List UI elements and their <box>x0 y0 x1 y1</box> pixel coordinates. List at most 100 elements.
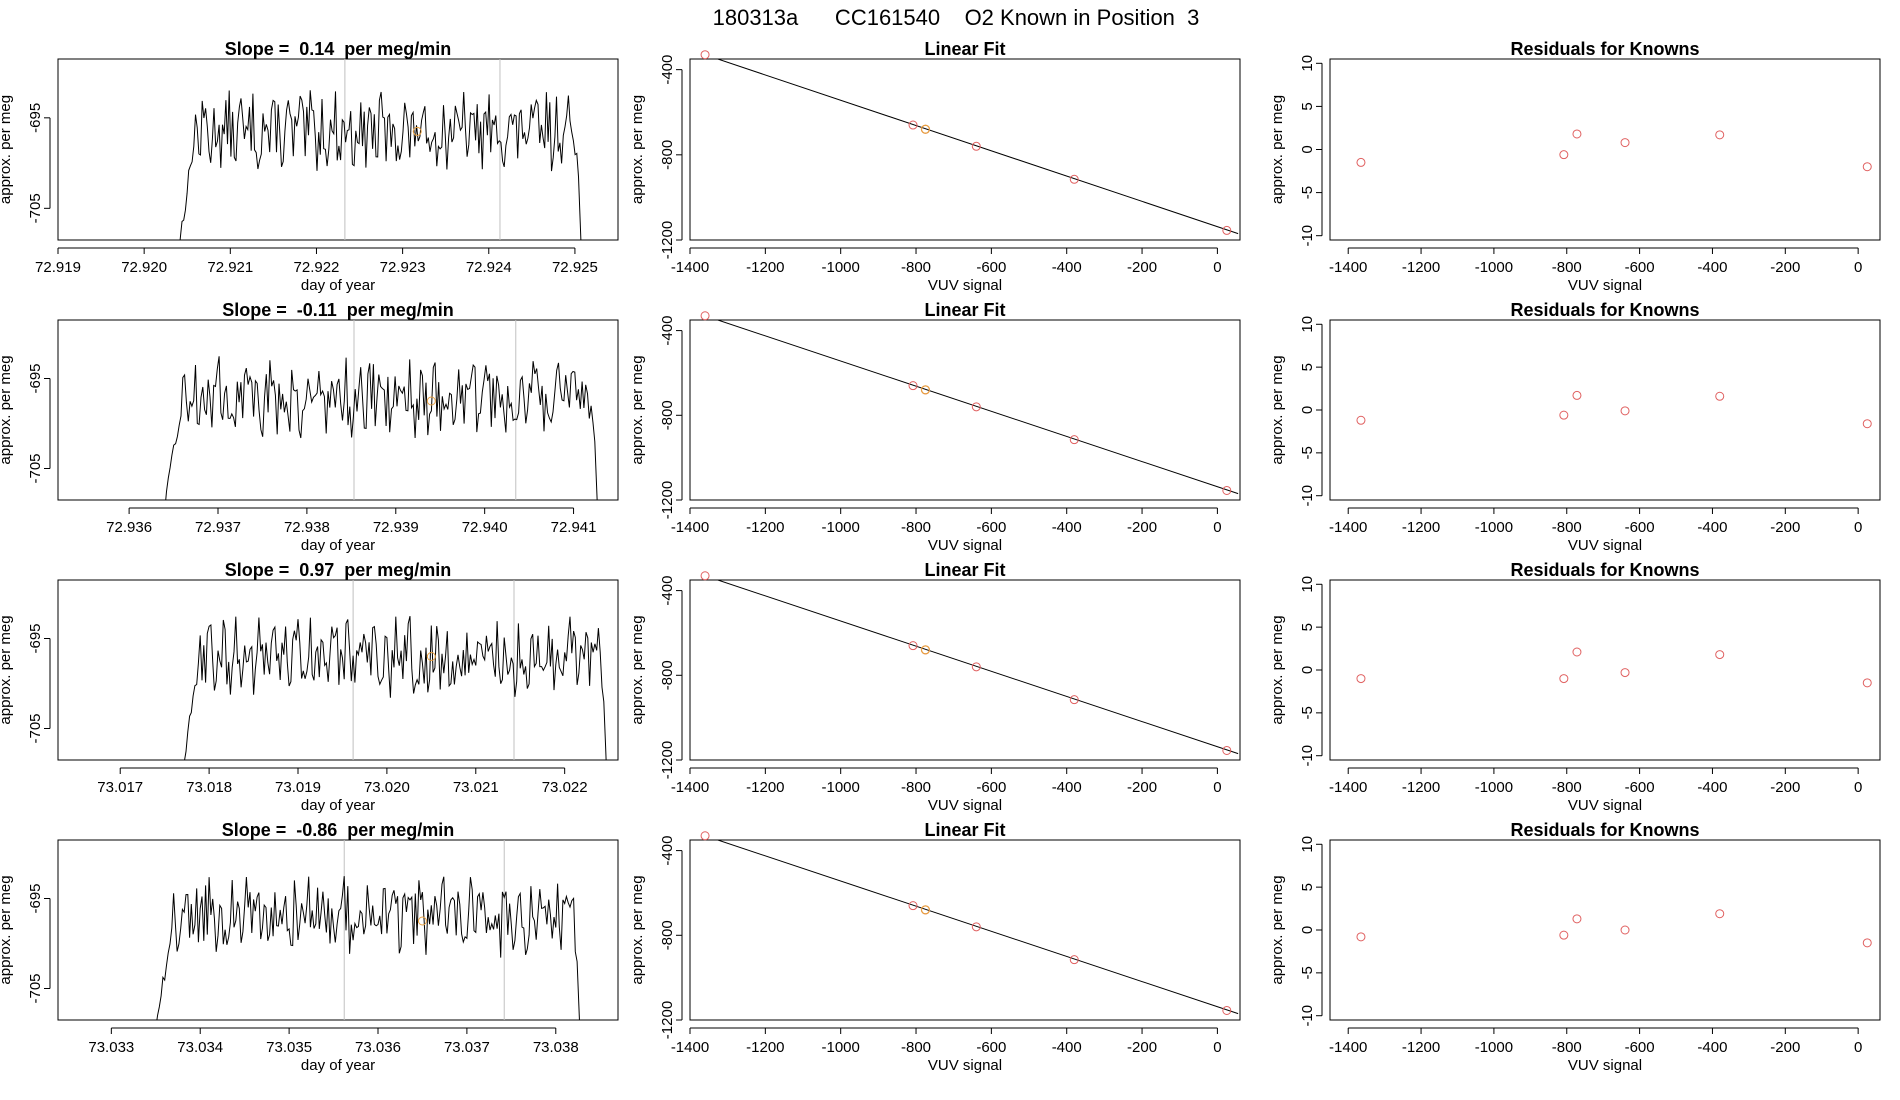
panel-title: Linear Fit <box>924 820 1005 840</box>
y-axis-label: approx. per meg <box>629 875 646 984</box>
x-tick-label: -800 <box>901 519 931 536</box>
x-tick-label: -800 <box>901 1039 931 1056</box>
data-point <box>1715 650 1725 660</box>
x-tick-label: -800 <box>1552 779 1582 796</box>
fit-line <box>716 580 1239 755</box>
y-tick-label: -705 <box>27 713 44 743</box>
x-tick-label: -1200 <box>1402 779 1440 796</box>
y-tick-label: 5 <box>1299 883 1316 891</box>
y-axis-label: approx. per meg <box>0 615 14 724</box>
data-point <box>908 120 918 130</box>
y-tick-label: 5 <box>1299 363 1316 371</box>
highlight-point <box>920 645 931 655</box>
x-tick-label: -600 <box>1625 519 1655 536</box>
y-tick-label: -5 <box>1299 186 1316 199</box>
x-tick-label: -200 <box>1770 779 1800 796</box>
x-tick-label: 72.939 <box>373 519 419 536</box>
x-tick-label: -800 <box>1552 259 1582 276</box>
y-axis-label: approx. per meg <box>1269 615 1286 724</box>
x-tick-label: -1000 <box>821 1039 859 1056</box>
y-tick-label: -10 <box>1299 485 1316 507</box>
y-axis-label: approx. per meg <box>629 615 646 724</box>
y-tick-label: 10 <box>1299 316 1316 333</box>
plot-frame <box>57 319 619 501</box>
x-tick-label: -600 <box>1625 1039 1655 1056</box>
x-axis-label: VUV signal <box>1568 277 1642 294</box>
plot-frame <box>1329 839 1881 1021</box>
data-point <box>1572 647 1582 657</box>
x-tick-label: 73.019 <box>275 779 321 796</box>
data-point <box>1356 415 1366 425</box>
x-tick-label: -400 <box>1052 779 1082 796</box>
y-tick-label: -800 <box>659 920 676 950</box>
y-tick-label: -800 <box>659 400 676 430</box>
data-point <box>971 662 981 672</box>
plot-area <box>716 59 1239 235</box>
data-point <box>1222 225 1232 235</box>
panel-3-2: Linear Fit-1400 -1200 -1000 -800 -600 -400 -20… <box>629 560 1241 814</box>
x-tick-label: 72.925 <box>552 259 598 276</box>
data-point <box>908 381 918 391</box>
highlight-point <box>920 385 931 395</box>
x-tick-label: -400 <box>1052 1039 1082 1056</box>
x-axis-label: VUV signal <box>928 277 1002 294</box>
panel-title: Residuals for Knowns <box>1510 820 1699 840</box>
data-point <box>1620 138 1630 148</box>
x-tick-label: 72.920 <box>121 259 167 276</box>
y-tick-label: -800 <box>659 140 676 170</box>
x-tick-label: 72.919 <box>35 259 81 276</box>
x-tick-label: -1200 <box>1402 1039 1440 1056</box>
x-tick-label: -800 <box>901 259 931 276</box>
data-point <box>1069 695 1079 705</box>
y-tick-label: -400 <box>659 316 676 346</box>
data-point <box>1715 130 1725 140</box>
x-tick-label: -1200 <box>1402 259 1440 276</box>
x-tick-label: -200 <box>1127 519 1157 536</box>
data-point <box>1222 745 1232 755</box>
x-tick-label: -400 <box>1697 779 1727 796</box>
y-tick-label: 10 <box>1299 55 1316 72</box>
panel-title: Linear Fit <box>924 300 1005 320</box>
x-axis-label: day of year <box>301 537 375 554</box>
y-axis-label: approx. per meg <box>629 355 646 464</box>
y-tick-label: -695 <box>27 883 44 913</box>
x-tick-label: -200 <box>1127 259 1157 276</box>
y-tick-label: -1200 <box>659 221 676 259</box>
x-axis-label: VUV signal <box>1568 537 1642 554</box>
x-tick-label: -400 <box>1697 519 1727 536</box>
x-tick-label: -400 <box>1052 259 1082 276</box>
panel-2-1: Slope = -0.11 per meg/min 72.936 72.937 72.… <box>0 300 619 554</box>
signal-trace <box>156 876 580 1020</box>
y-tick-label: 5 <box>1299 623 1316 631</box>
panel-4-3: Residuals for Knowns-1400 -1200 -1000 -800-… <box>1269 820 1881 1074</box>
x-tick-label: -1000 <box>821 779 859 796</box>
panel-title: Slope = -0.11 per meg/min <box>222 300 454 320</box>
x-tick-label: -1000 <box>1475 519 1513 536</box>
x-tick-label: -800 <box>1552 519 1582 536</box>
y-tick-label: -400 <box>659 55 676 85</box>
x-tick-label: -600 <box>976 1039 1006 1056</box>
x-axis-label: day of year <box>301 277 375 294</box>
data-point <box>1572 390 1582 400</box>
y-tick-label: 0 <box>1299 666 1316 674</box>
data-point <box>1222 1005 1232 1015</box>
data-point <box>1559 674 1569 684</box>
data-point <box>1559 410 1569 420</box>
data-point <box>1862 419 1872 429</box>
y-axis-label: approx. per meg <box>0 355 14 464</box>
x-axis-label: day of year <box>301 1057 375 1074</box>
x-tick-label: -800 <box>1552 1039 1582 1056</box>
x-tick-label: -200 <box>1770 259 1800 276</box>
plot-frame <box>689 579 1241 761</box>
signal-trace <box>184 615 607 760</box>
data-point <box>700 311 710 321</box>
x-tick-label: 72.923 <box>380 259 426 276</box>
x-tick-label: 0 <box>1213 259 1221 276</box>
data-point <box>1356 932 1366 942</box>
data-point <box>1862 162 1872 172</box>
x-axis-label: VUV signal <box>928 1057 1002 1074</box>
page-title: 180313a CC161540 O2 Known in Position 3 <box>713 5 1200 30</box>
panel-2-3: Residuals for Knowns-1400 -1200 -1000 -800-… <box>1269 300 1881 554</box>
current-point <box>426 396 436 406</box>
x-tick-label: 73.036 <box>355 1039 401 1056</box>
